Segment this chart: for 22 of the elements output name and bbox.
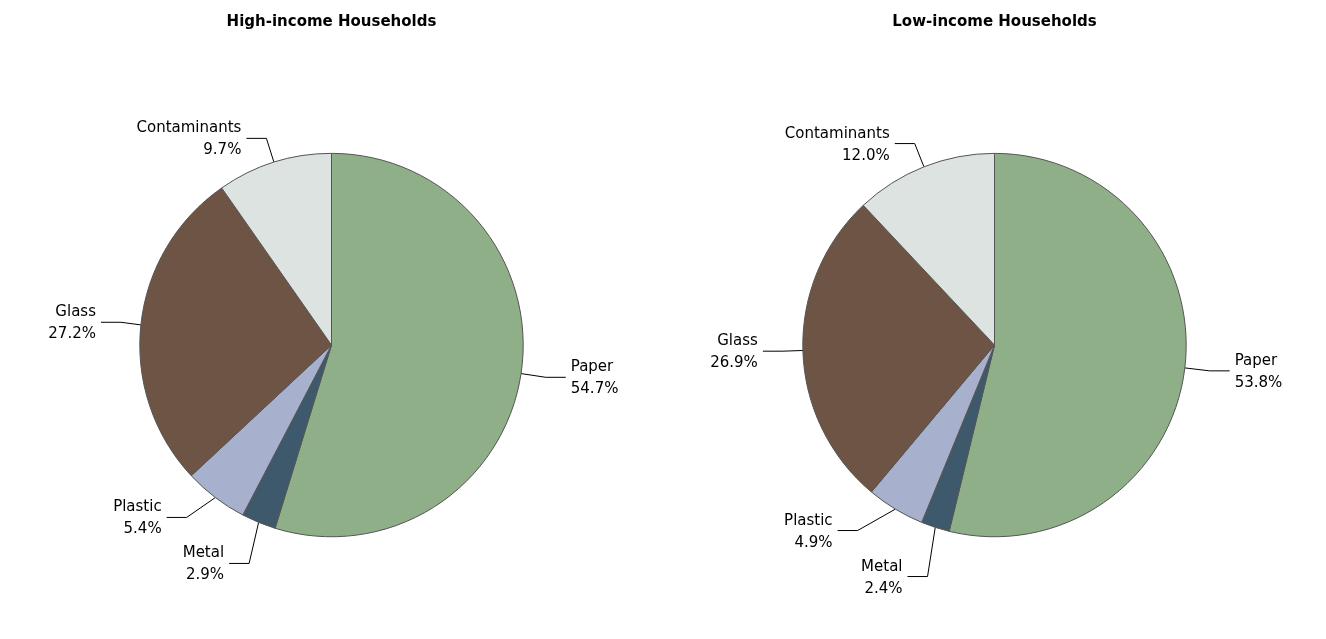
slice-label: Plastic (784, 510, 833, 529)
data-label: 5.4% (123, 519, 162, 538)
data-label: 54.7% (570, 379, 619, 398)
data-label: 4.9% (794, 532, 833, 551)
data-label: 27.2% (48, 324, 96, 343)
data-label: 2.4% (864, 578, 903, 597)
slice-label: Paper (570, 357, 615, 376)
slice-label: Plastic (113, 497, 162, 516)
data-label: 53.8% (1234, 372, 1283, 391)
slice-label: Paper (1234, 350, 1278, 369)
slice-label: Contaminants (784, 123, 890, 142)
slice-label: Metal (861, 556, 903, 575)
data-label: 26.9% (710, 353, 758, 372)
chart-title: Low-income Households (892, 11, 1097, 30)
data-label: 2.9% (186, 565, 225, 584)
slice-label: Metal (182, 543, 225, 562)
chart-title: High-income Households (226, 11, 437, 30)
slice-label: Contaminants (136, 118, 242, 137)
data-label: 12.0% (842, 145, 890, 164)
slice-label: Glass (717, 331, 759, 350)
data-label: 9.7% (203, 140, 242, 159)
slice-label: Glass (55, 302, 97, 321)
